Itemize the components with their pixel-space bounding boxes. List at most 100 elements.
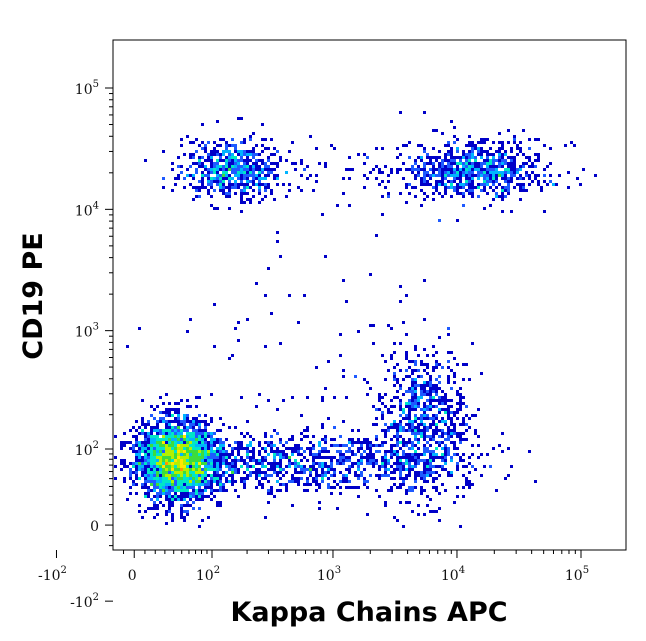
density-dot xyxy=(201,519,204,522)
density-dot xyxy=(282,444,285,447)
density-dot xyxy=(468,165,471,168)
density-dot xyxy=(510,156,513,159)
density-dot xyxy=(186,492,189,495)
density-dot xyxy=(336,450,339,453)
density-dot xyxy=(348,204,351,207)
density-dot xyxy=(189,477,192,480)
density-dot xyxy=(351,465,354,468)
density-dot xyxy=(420,375,423,378)
density-dot xyxy=(399,471,402,474)
density-dot xyxy=(465,168,468,171)
density-dot xyxy=(177,408,180,411)
density-dot xyxy=(393,423,396,426)
density-dot xyxy=(213,450,216,453)
density-dot xyxy=(273,456,276,459)
density-dot xyxy=(234,144,237,147)
density-dot xyxy=(270,474,273,477)
density-dot xyxy=(174,462,177,465)
density-dot xyxy=(279,456,282,459)
density-dot xyxy=(423,183,426,186)
density-dot xyxy=(408,168,411,171)
density-dot xyxy=(387,489,390,492)
density-dot xyxy=(237,117,240,120)
density-dot xyxy=(423,459,426,462)
density-dot xyxy=(189,432,192,435)
density-dot xyxy=(396,363,399,366)
density-dot xyxy=(231,459,234,462)
density-dot xyxy=(420,453,423,456)
density-dot xyxy=(447,378,450,381)
density-dot xyxy=(354,462,357,465)
density-dot xyxy=(282,183,285,186)
density-dot xyxy=(168,423,171,426)
density-dot xyxy=(276,240,279,243)
density-dot xyxy=(339,333,342,336)
density-dot xyxy=(303,483,306,486)
density-dot xyxy=(183,486,186,489)
density-dot xyxy=(492,159,495,162)
density-dot xyxy=(153,516,156,519)
density-dot xyxy=(180,432,183,435)
density-dot xyxy=(462,486,465,489)
density-dot xyxy=(183,429,186,432)
density-dot xyxy=(123,465,126,468)
density-dot xyxy=(429,156,432,159)
density-dot xyxy=(255,477,258,480)
density-dot xyxy=(252,147,255,150)
density-dot xyxy=(153,507,156,510)
density-dot xyxy=(372,342,375,345)
density-dot xyxy=(390,423,393,426)
density-dot xyxy=(468,168,471,171)
x-tick-label: 103 xyxy=(317,565,341,584)
density-dot xyxy=(567,186,570,189)
density-dot xyxy=(228,168,231,171)
density-dot xyxy=(174,459,177,462)
density-dot xyxy=(420,144,423,147)
density-dot xyxy=(255,177,258,180)
density-dot xyxy=(342,375,345,378)
density-dot xyxy=(318,444,321,447)
density-dot xyxy=(219,168,222,171)
density-dot xyxy=(360,441,363,444)
density-dot xyxy=(426,174,429,177)
density-dot xyxy=(441,366,444,369)
density-dot xyxy=(156,498,159,501)
density-dot xyxy=(240,459,243,462)
density-dot xyxy=(324,387,327,390)
density-dot xyxy=(207,480,210,483)
density-dot xyxy=(393,384,396,387)
density-dot xyxy=(498,132,501,135)
density-dot xyxy=(225,471,228,474)
density-dot xyxy=(318,474,321,477)
density-dot xyxy=(312,435,315,438)
density-dot xyxy=(264,477,267,480)
density-dot xyxy=(225,141,228,144)
density-dot xyxy=(222,183,225,186)
density-dot xyxy=(393,342,396,345)
density-dot xyxy=(483,465,486,468)
density-dot xyxy=(141,459,144,462)
density-dot xyxy=(237,450,240,453)
density-dot xyxy=(438,492,441,495)
density-dot xyxy=(219,186,222,189)
density-dot xyxy=(495,171,498,174)
density-dot xyxy=(159,444,162,447)
density-dot xyxy=(114,477,117,480)
density-dot xyxy=(192,435,195,438)
density-dot xyxy=(417,474,420,477)
density-dot xyxy=(210,483,213,486)
density-dot xyxy=(174,435,177,438)
density-dot xyxy=(444,468,447,471)
density-dot xyxy=(450,174,453,177)
density-dot xyxy=(252,459,255,462)
density-dot xyxy=(351,441,354,444)
density-dot xyxy=(123,444,126,447)
density-dot xyxy=(168,468,171,471)
density-dot xyxy=(147,438,150,441)
density-dot xyxy=(177,432,180,435)
density-dot xyxy=(507,186,510,189)
density-dot xyxy=(492,153,495,156)
density-dot xyxy=(387,174,390,177)
density-dot xyxy=(399,447,402,450)
density-dot xyxy=(207,468,210,471)
